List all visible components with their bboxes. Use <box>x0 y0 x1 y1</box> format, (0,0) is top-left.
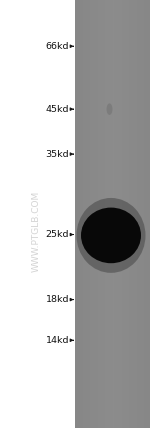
Bar <box>118 0 120 428</box>
Bar <box>120 0 122 428</box>
Bar <box>139 0 141 428</box>
Bar <box>86 0 88 428</box>
Bar <box>124 0 126 428</box>
Bar <box>77 0 79 428</box>
Bar <box>128 0 129 428</box>
Bar <box>103 0 105 428</box>
Bar <box>99 0 101 428</box>
Ellipse shape <box>106 103 112 115</box>
Text: 66kd: 66kd <box>45 42 69 51</box>
Bar <box>98 0 99 428</box>
Text: 25kd: 25kd <box>45 230 69 239</box>
Bar <box>126 0 127 428</box>
Bar <box>75 0 77 428</box>
Bar <box>146 0 148 428</box>
Bar <box>96 0 98 428</box>
Bar <box>144 0 146 428</box>
Bar <box>88 0 90 428</box>
Bar <box>114 0 116 428</box>
Bar <box>122 0 124 428</box>
Ellipse shape <box>76 198 146 273</box>
Bar <box>84 0 86 428</box>
Bar <box>111 0 112 428</box>
Bar <box>137 0 139 428</box>
Bar <box>75 0 150 428</box>
Bar <box>79 0 81 428</box>
Bar <box>148 0 150 428</box>
Bar <box>142 0 144 428</box>
Bar <box>116 0 118 428</box>
Bar <box>131 0 133 428</box>
Bar <box>135 0 137 428</box>
Text: 18kd: 18kd <box>45 295 69 304</box>
Text: 14kd: 14kd <box>45 336 69 345</box>
Bar <box>81 0 82 428</box>
Text: WWW.PTGLB.COM: WWW.PTGLB.COM <box>32 190 40 272</box>
Text: 35kd: 35kd <box>45 149 69 159</box>
Bar <box>141 0 142 428</box>
Bar <box>129 0 131 428</box>
Bar <box>133 0 135 428</box>
Ellipse shape <box>81 208 141 263</box>
Bar <box>101 0 103 428</box>
Bar <box>112 0 114 428</box>
Bar <box>90 0 92 428</box>
Bar <box>94 0 96 428</box>
Bar <box>92 0 94 428</box>
Bar <box>109 0 111 428</box>
Bar <box>107 0 109 428</box>
Bar <box>105 0 107 428</box>
Bar <box>82 0 84 428</box>
Text: 45kd: 45kd <box>45 104 69 114</box>
